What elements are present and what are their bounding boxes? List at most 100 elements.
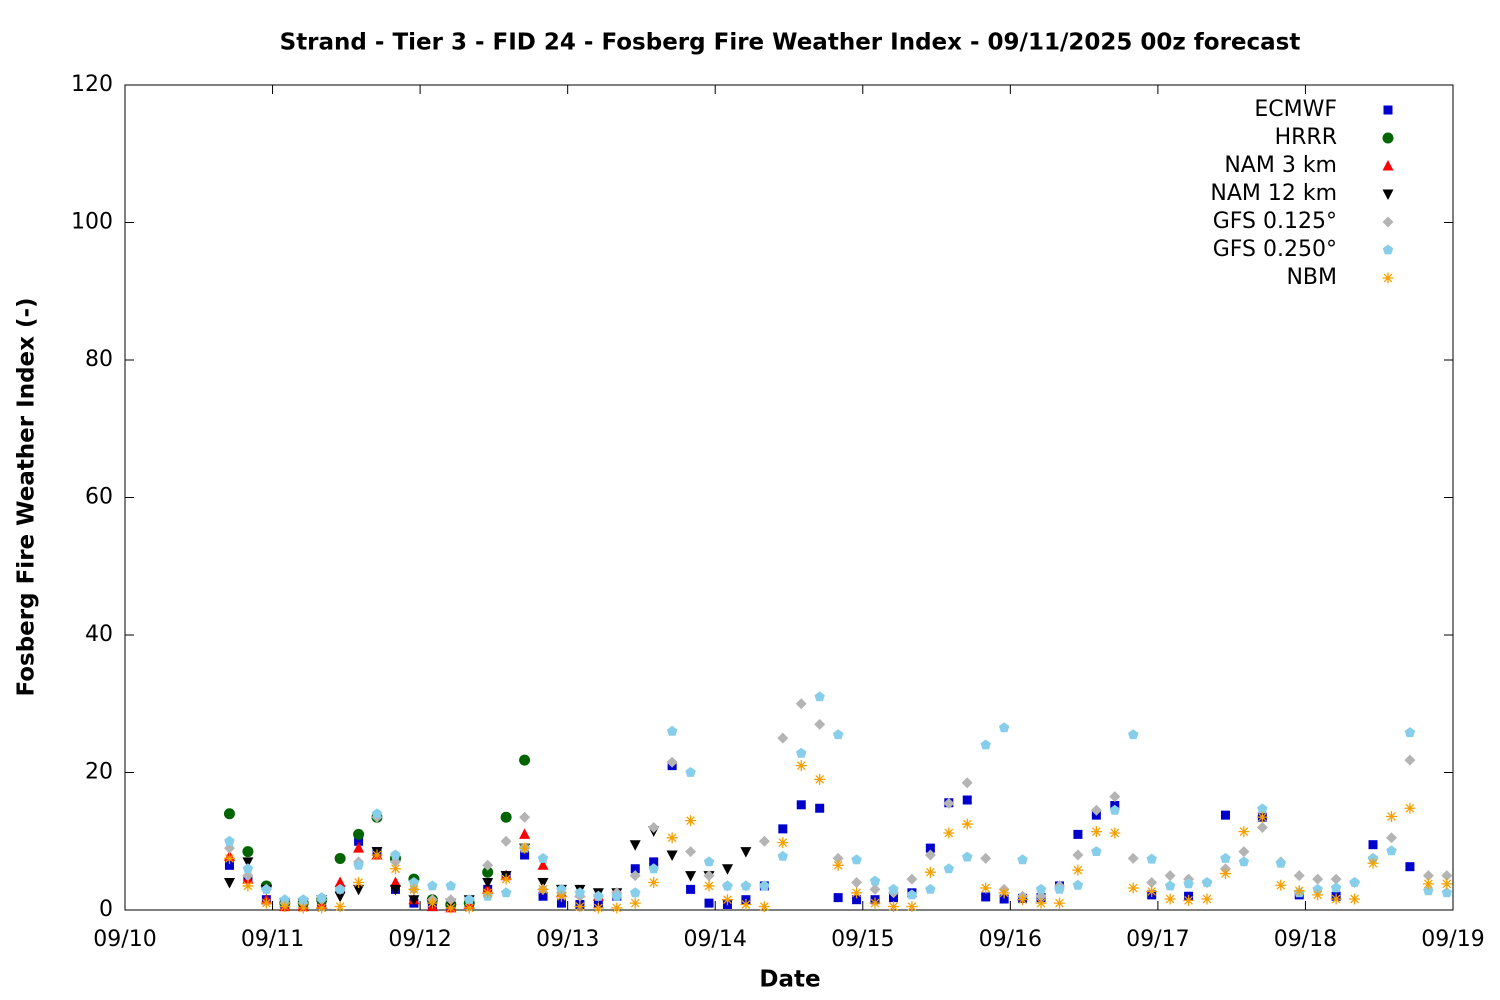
data-point: [1293, 870, 1305, 882]
data-point: [832, 729, 844, 740]
data-point: [334, 901, 346, 913]
data-point: [814, 691, 825, 702]
data-point: [482, 887, 494, 899]
data-point: [482, 878, 494, 889]
data-point: [814, 718, 826, 730]
data-point: [759, 880, 770, 891]
data-point: [629, 870, 641, 882]
data-point: [334, 876, 346, 887]
x-tick-label: 09/12: [388, 927, 451, 952]
data-point: [371, 808, 383, 819]
data-point: [1405, 862, 1415, 872]
data-point: [371, 849, 383, 861]
data-point: [574, 901, 586, 913]
data-point: [649, 857, 659, 867]
data-point: [408, 895, 420, 906]
legend-marker: [1382, 189, 1394, 200]
data-point: [630, 887, 641, 898]
data-point: [998, 887, 1010, 899]
data-point: [685, 767, 696, 777]
data-point: [685, 871, 697, 882]
data-point: [1385, 811, 1397, 822]
data-point: [611, 902, 623, 914]
data-point: [777, 850, 788, 861]
data-point: [887, 901, 899, 913]
data-point: [777, 837, 789, 849]
data-point: [778, 824, 788, 834]
data-point: [740, 880, 752, 891]
data-point: [1423, 885, 1434, 896]
data-point: [832, 852, 844, 864]
data-point: [666, 850, 678, 861]
data-point: [980, 852, 992, 864]
legend-marker: [1382, 216, 1394, 228]
y-tick-label: 100: [71, 210, 113, 235]
data-point: [537, 883, 549, 895]
data-point: [593, 890, 604, 901]
data-point: [519, 828, 531, 839]
data-point: [795, 698, 807, 710]
y-tick-label: 0: [99, 897, 113, 922]
data-point: [354, 836, 364, 846]
data-point: [519, 842, 531, 854]
legend-label: NBM: [1286, 265, 1337, 290]
data-point: [1073, 829, 1083, 839]
data-point: [316, 892, 327, 903]
data-point: [795, 760, 807, 772]
data-point: [242, 863, 254, 874]
data-point: [482, 866, 494, 878]
data-point: [1257, 803, 1268, 814]
data-point: [1404, 754, 1416, 766]
data-point: [500, 811, 512, 823]
data-point: [981, 892, 991, 902]
data-point: [980, 882, 992, 894]
data-point: [851, 877, 863, 888]
data-point: [961, 777, 973, 789]
data-point: [1035, 897, 1047, 909]
data-point: [1219, 868, 1231, 880]
data-point: [1128, 729, 1139, 740]
data-point: [666, 832, 678, 844]
data-point: [334, 852, 346, 864]
data-point: [1164, 893, 1176, 905]
data-point: [852, 895, 862, 905]
data-point: [703, 856, 715, 867]
data-point: [1349, 893, 1361, 905]
data-point: [519, 811, 531, 823]
data-point: [1091, 846, 1102, 856]
data-point: [666, 725, 678, 736]
data-point: [334, 891, 346, 903]
data-point: [223, 808, 235, 820]
data-point: [242, 880, 254, 892]
y-tick-label: 40: [85, 622, 113, 647]
data-point: [1312, 873, 1324, 885]
data-point: [869, 883, 881, 895]
data-point: [962, 851, 973, 862]
legend-marker: [1382, 272, 1394, 284]
data-point: [998, 722, 1010, 733]
data-point: [1035, 883, 1047, 894]
data-point: [722, 864, 733, 875]
data-point: [611, 890, 622, 901]
data-point: [758, 835, 770, 847]
x-tick-label: 09/15: [831, 927, 894, 952]
data-point: [1422, 870, 1434, 882]
data-point: [1275, 879, 1287, 891]
legend-label: ECMWF: [1254, 97, 1337, 122]
data-point: [869, 875, 881, 886]
data-point: [1422, 878, 1434, 890]
data-point: [1017, 854, 1028, 865]
data-point: [943, 863, 954, 874]
data-point: [537, 878, 549, 889]
legend-label: GFS 0.250°: [1213, 237, 1337, 262]
data-point: [1238, 856, 1250, 867]
data-point: [224, 860, 234, 870]
data-point: [1127, 852, 1139, 864]
data-point: [1183, 878, 1194, 889]
data-point: [888, 883, 899, 894]
data-point: [961, 818, 973, 830]
data-point: [316, 902, 328, 914]
data-point: [666, 756, 678, 768]
data-point: [1146, 853, 1157, 864]
